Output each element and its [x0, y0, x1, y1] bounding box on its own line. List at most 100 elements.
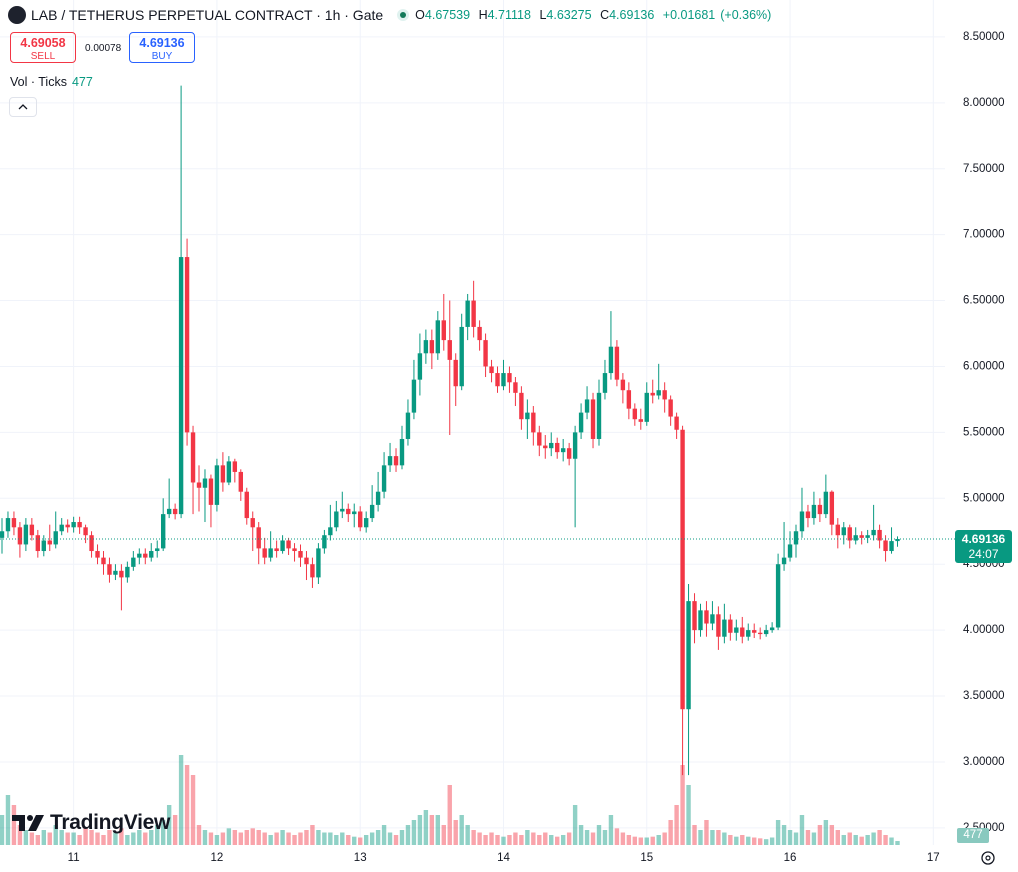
- y-tick-label: 7.50000: [963, 163, 1005, 175]
- volume-bar: [298, 832, 303, 845]
- volume-bar: [495, 835, 500, 845]
- candle-body: [369, 504, 375, 519]
- buy-button[interactable]: 4.69136 BUY: [129, 32, 195, 63]
- candle-body: [632, 408, 638, 420]
- volume-bar: [214, 835, 220, 845]
- candle-body: [184, 257, 190, 433]
- volume-bar: [423, 810, 429, 845]
- candle-body: [644, 392, 649, 422]
- volume-bar: [208, 832, 214, 845]
- candle-body: [208, 478, 214, 505]
- volume-bar: [178, 755, 184, 845]
- candle-body: [477, 326, 482, 341]
- volume-bar: [841, 835, 846, 845]
- brand: TradingView: [12, 811, 170, 835]
- volume-bar: [519, 835, 524, 845]
- volume-bar: [143, 832, 148, 845]
- ohlc-label: C: [600, 8, 610, 22]
- volume-bar: [668, 820, 673, 845]
- candle-body: [149, 551, 154, 558]
- volume-bar: [483, 835, 488, 845]
- volume-bar: [740, 835, 745, 845]
- candle-body: [543, 445, 548, 449]
- volume-bar: [160, 820, 166, 845]
- ohlc-value: 4.69136: [609, 8, 655, 22]
- symbol-logo: [8, 6, 26, 24]
- candle-body: [781, 557, 787, 565]
- y-tick-label: 8.50000: [963, 31, 1005, 43]
- volume-bar: [334, 835, 339, 845]
- volume-bar: [35, 835, 41, 845]
- volume-bar: [280, 830, 285, 845]
- volume-bar: [137, 830, 142, 845]
- ohlc-label: O: [415, 8, 425, 22]
- candle-body: [47, 540, 52, 545]
- symbol-title[interactable]: LAB / TETHERUS PERPETUAL CONTRACT · 1h ·…: [31, 7, 384, 23]
- candle-body: [877, 529, 882, 541]
- volume-bar: [549, 835, 554, 845]
- volume-bar: [0, 815, 5, 845]
- candle-body: [107, 564, 112, 575]
- settings-icon[interactable]: [981, 851, 995, 865]
- volume-bar: [889, 837, 894, 845]
- candle-body: [59, 524, 64, 532]
- volume-bar: [877, 830, 882, 845]
- volume-bar: [638, 837, 643, 845]
- candle-body: [423, 340, 429, 354]
- candle-body: [352, 511, 357, 515]
- candle-body: [650, 392, 655, 396]
- settings-icon-core: [985, 855, 991, 861]
- candle-body: [83, 527, 88, 536]
- volume-bar: [107, 830, 112, 845]
- candle-body: [698, 610, 703, 631]
- candle-body: [429, 340, 435, 354]
- volume-bar: [435, 815, 441, 845]
- candle-body: [686, 601, 691, 710]
- candle-body: [334, 511, 339, 528]
- candle-body: [340, 508, 345, 512]
- candle-body: [692, 601, 697, 631]
- volume-bar: [77, 835, 82, 845]
- candle-body: [787, 544, 793, 558]
- volume-bar: [560, 835, 566, 845]
- market-status[interactable]: [397, 9, 410, 21]
- candle-body: [202, 478, 208, 488]
- volume-bar: [692, 825, 697, 845]
- candle-body: [752, 630, 757, 633]
- volume-bar: [83, 828, 88, 845]
- volume-bar: [859, 836, 864, 845]
- volume-bar: [399, 830, 405, 845]
- x-tick-label: 14: [497, 852, 510, 864]
- ohlc-label: H: [478, 8, 488, 22]
- volume-tag: 477: [957, 828, 989, 843]
- y-tick-label: 4.00000: [963, 624, 1005, 636]
- candle-body: [746, 630, 751, 637]
- volume-bar: [369, 832, 375, 845]
- volume-bar: [286, 832, 291, 845]
- candle-body: [178, 257, 184, 515]
- candle-body: [316, 548, 321, 578]
- volume-bar: [757, 838, 763, 845]
- volume-bar: [662, 832, 667, 845]
- volume-bar: [310, 825, 315, 845]
- candle-body: [411, 379, 417, 413]
- volume-bar: [95, 832, 100, 845]
- ohlc-legend: O4.67539 H4.71118 L4.63275 C4.69136 +0.0…: [415, 8, 776, 22]
- candle-body: [740, 627, 745, 637]
- volume-bar: [555, 836, 560, 845]
- candle-body: [268, 548, 273, 558]
- volume-bar: [387, 832, 393, 845]
- candle-body: [53, 531, 58, 545]
- candle-body: [71, 522, 76, 528]
- y-tick-label: 3.50000: [963, 690, 1005, 702]
- candle-body: [0, 531, 5, 538]
- volume-bar: [11, 805, 17, 845]
- candle-body: [537, 432, 542, 446]
- candle-body: [668, 399, 673, 417]
- volume-bar: [805, 830, 811, 845]
- volume-bar: [441, 825, 446, 845]
- sell-button[interactable]: 4.69058 SELL: [10, 32, 76, 63]
- change: +0.01681: [662, 8, 716, 22]
- volume-bar: [184, 765, 190, 845]
- collapse-button[interactable]: [9, 97, 37, 117]
